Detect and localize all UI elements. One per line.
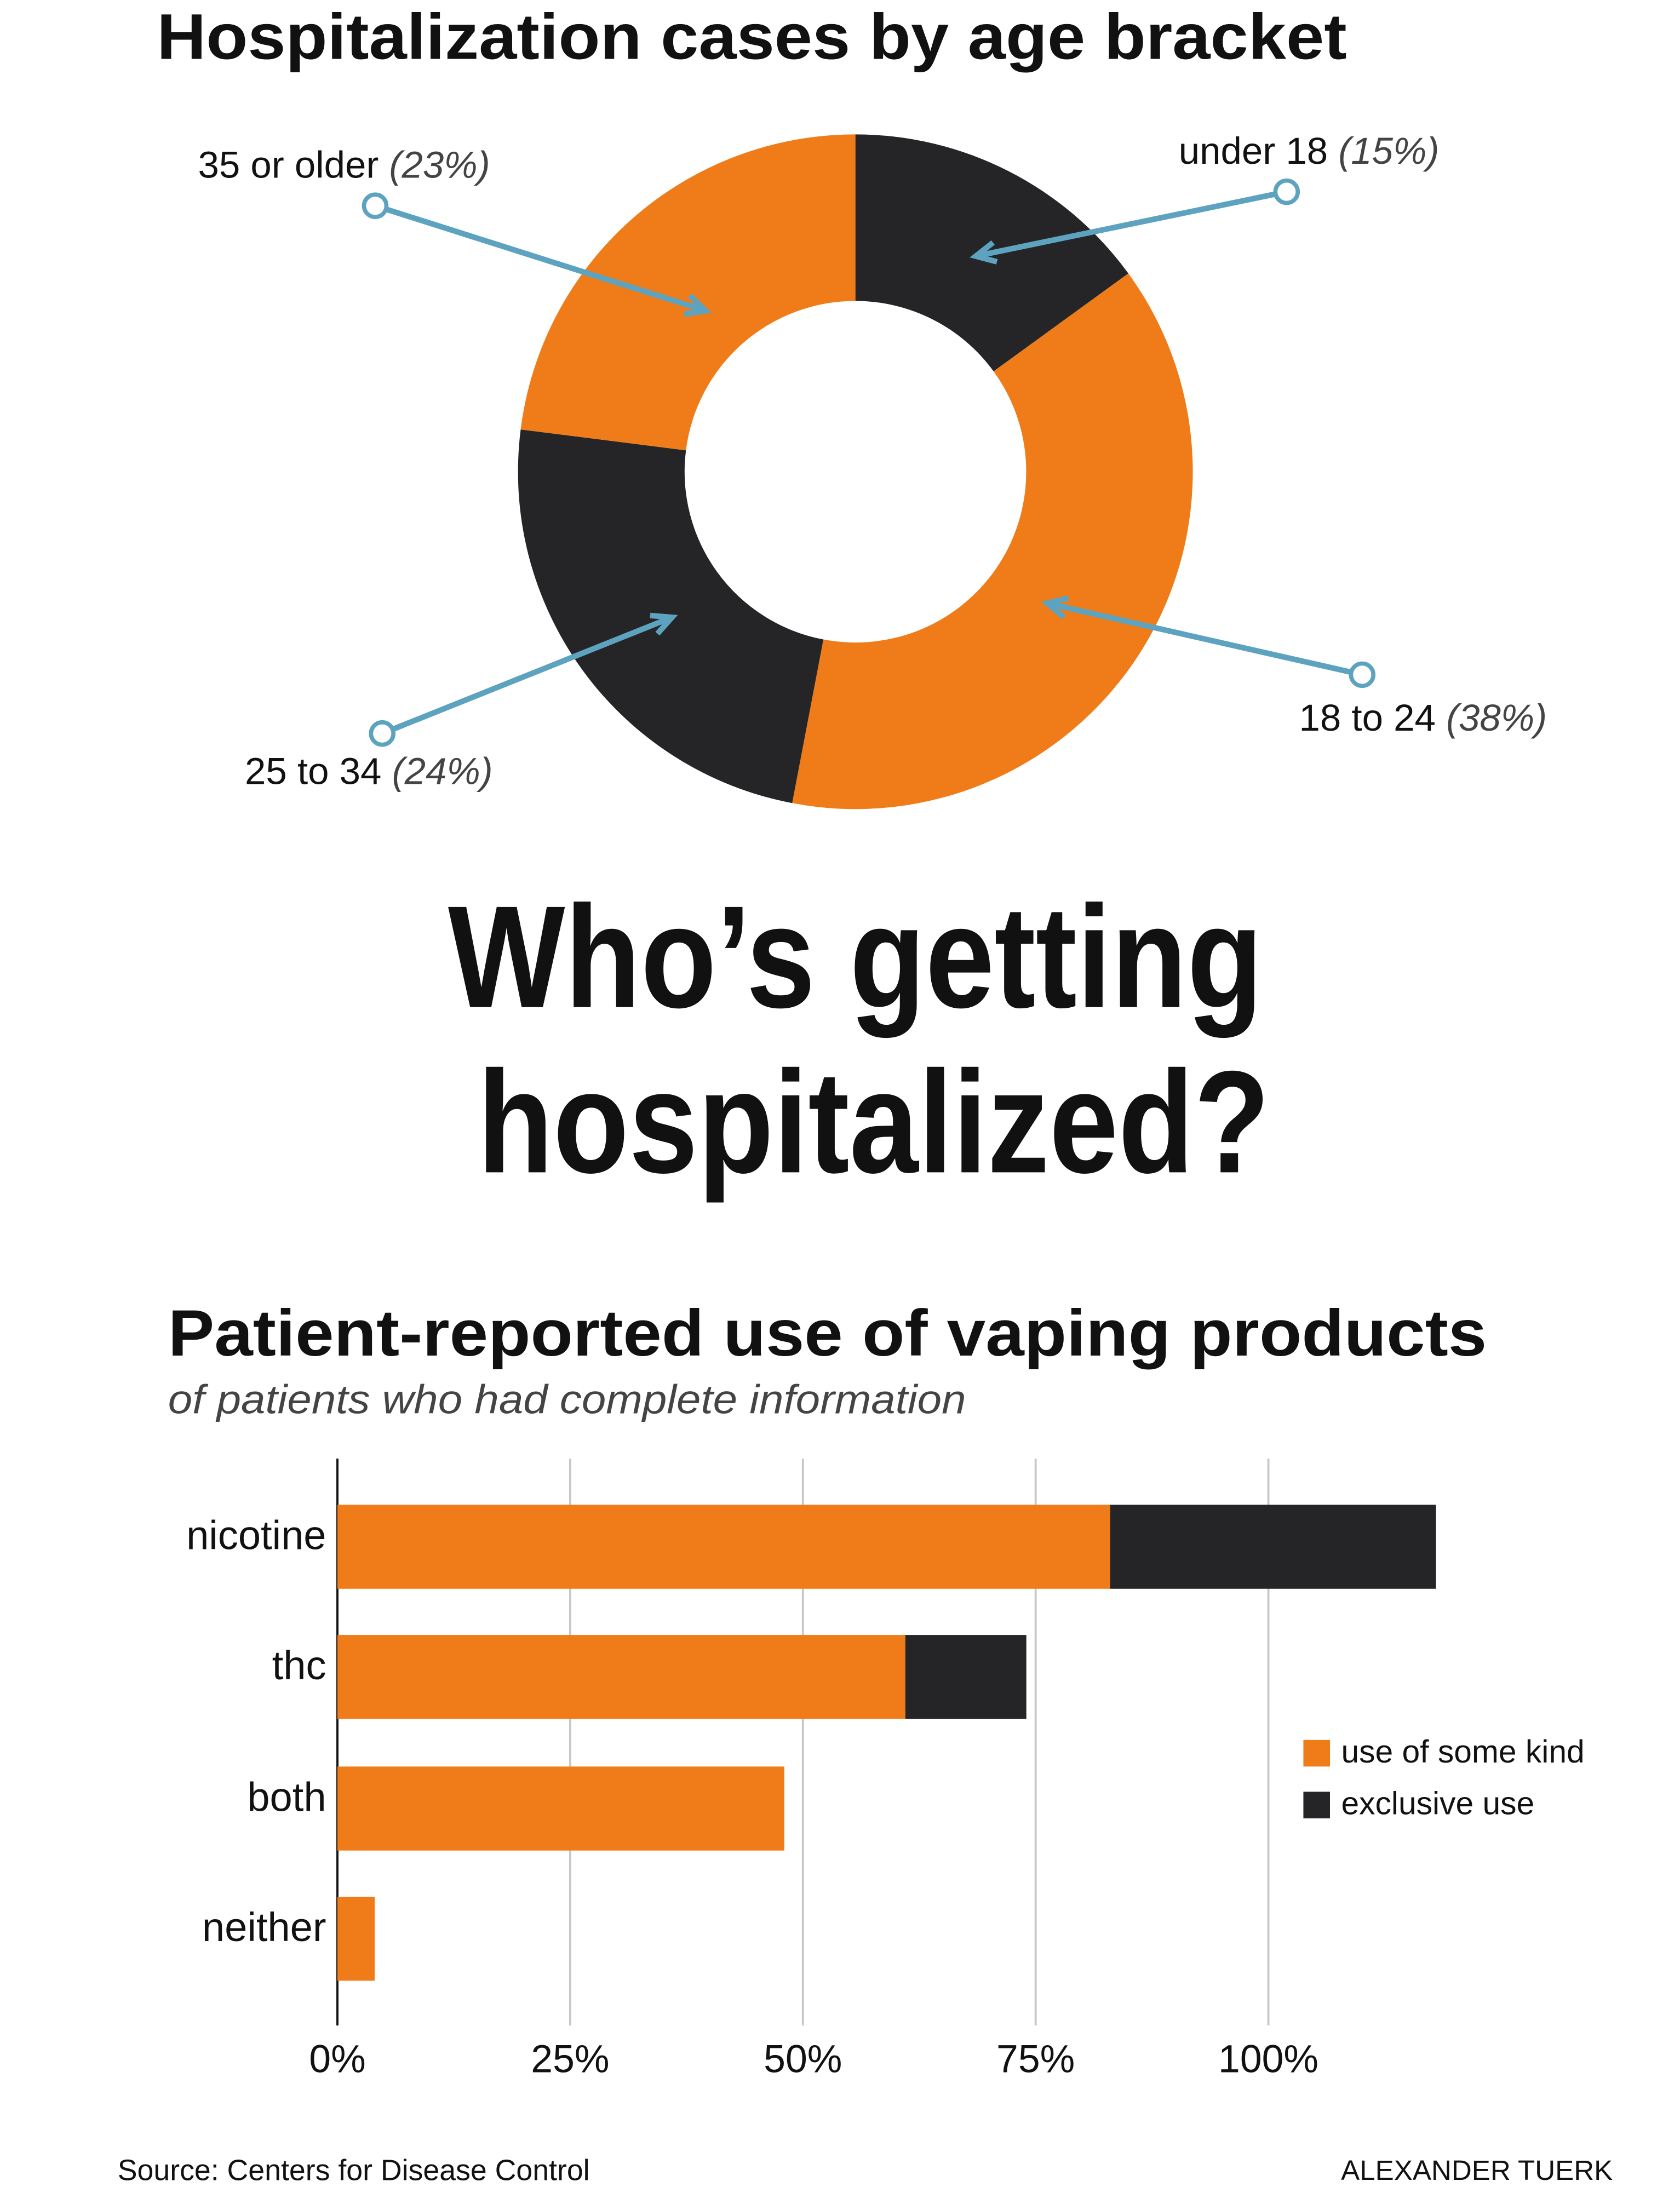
- legend-label: exclusive use: [1341, 1786, 1534, 1821]
- legend-swatch: [1303, 1792, 1331, 1818]
- annotation-dot: [1349, 661, 1376, 688]
- bar-segment: [1110, 1505, 1436, 1589]
- bar-segment: [337, 1635, 905, 1719]
- annotation-dot: [1273, 178, 1300, 205]
- annotation-line: [391, 616, 670, 732]
- y-tick-label: neither: [202, 1904, 326, 1950]
- credit: ALEXANDER TUERK: [1341, 2155, 1613, 2186]
- category-label: 25 to 34: [245, 750, 381, 793]
- source: Source: Centers for Disease Control: [118, 2154, 590, 2187]
- y-tick-label: nicotine: [186, 1512, 326, 1558]
- y-tick-label: thc: [272, 1643, 326, 1688]
- x-tick-label: 25%: [531, 2037, 609, 2081]
- donut-label: 25 to 34 (24%): [245, 750, 493, 793]
- donut-label: 35 or older (23%): [198, 144, 490, 186]
- annotation-line: [385, 206, 704, 313]
- category-label: 35 or older: [198, 144, 379, 186]
- bar-title: Patient-reported use of vaping products: [168, 1296, 1487, 1370]
- annotation-dot: [369, 720, 396, 747]
- headline: hospitalized?: [478, 1041, 1270, 1204]
- bar-subtitle: of patients who had complete information: [168, 1376, 966, 1422]
- donut-label: under 18 (15%): [1179, 130, 1440, 172]
- donut-segment: [792, 273, 1193, 810]
- legend-swatch: [1303, 1740, 1331, 1767]
- arrowhead: [650, 612, 678, 636]
- x-tick-label: 50%: [764, 2037, 842, 2081]
- value-label: (23%): [389, 144, 490, 186]
- donut-label: 18 to 24 (38%): [1299, 697, 1547, 739]
- arrowhead: [683, 293, 712, 317]
- bar-segment: [337, 1897, 375, 1981]
- donut-title: Hospitalization cases by age bracket: [157, 1, 1346, 73]
- bar-segment: [337, 1505, 1110, 1589]
- headline: Who’s getting: [448, 876, 1263, 1039]
- category-label: under 18: [1179, 130, 1328, 172]
- arrowhead: [1041, 595, 1069, 619]
- arrowhead: [970, 240, 998, 265]
- donut-segment: [520, 134, 856, 451]
- annotation-dot: [362, 192, 389, 219]
- x-tick-label: 75%: [996, 2037, 1075, 2081]
- legend-label: use of some kind: [1341, 1734, 1584, 1770]
- x-tick-label: 100%: [1218, 2037, 1318, 2081]
- y-tick-label: both: [247, 1774, 326, 1819]
- bar-segment: [905, 1635, 1027, 1719]
- annotation-line: [1049, 601, 1352, 675]
- value-label: (24%): [392, 750, 493, 793]
- value-label: (38%): [1446, 697, 1547, 739]
- bar-segment: [337, 1766, 784, 1851]
- value-label: (15%): [1338, 130, 1439, 172]
- annotation-line: [978, 191, 1276, 259]
- category-label: 18 to 24: [1299, 697, 1436, 739]
- x-tick-label: 0%: [309, 2037, 365, 2081]
